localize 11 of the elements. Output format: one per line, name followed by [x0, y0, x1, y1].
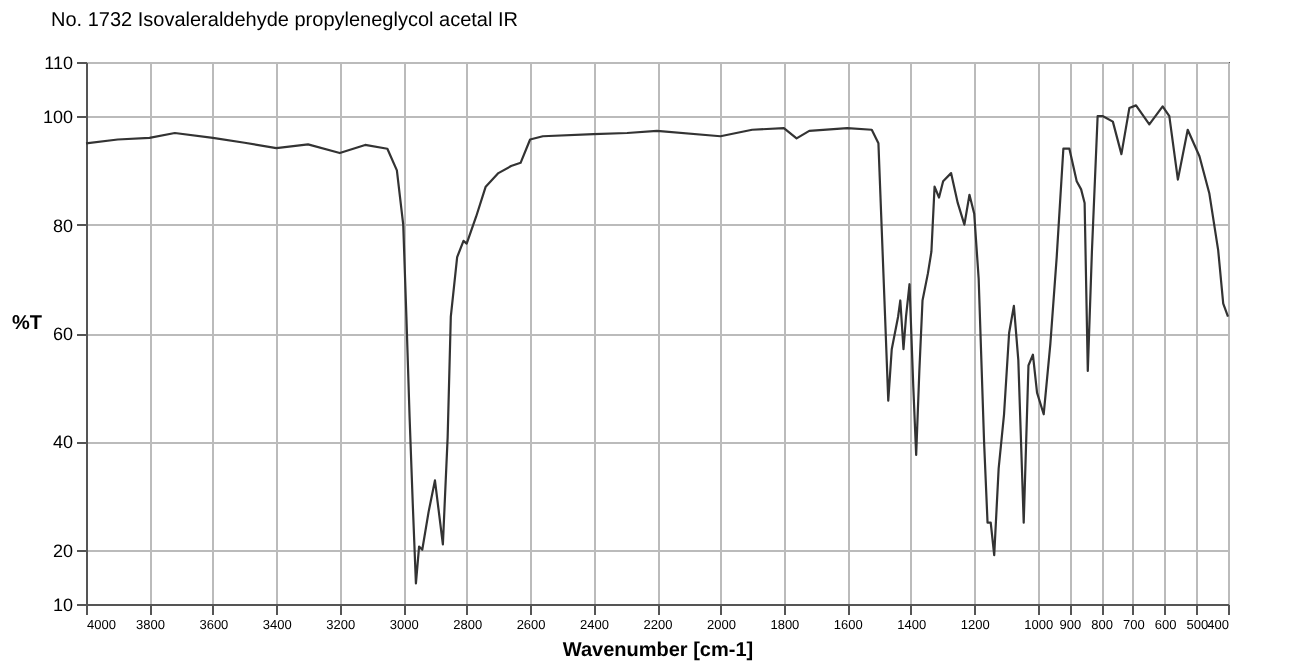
y-tick-label: 80 — [52, 215, 73, 236]
y-axis-title: %T — [12, 313, 42, 335]
y-tick-label: 100 — [42, 107, 73, 128]
y-tick-label: 10 — [52, 595, 73, 615]
chart-title: No. 1732 Isovaleraldehyde propyleneglycol acetal IR — [51, 10, 518, 32]
y-tick-label: 110 — [44, 53, 73, 73]
y-tick-label: 60 — [52, 324, 73, 344]
line-series — [84, 104, 1230, 585]
y-tick-label: 40 — [52, 432, 73, 453]
x-axis-title: Wavenumber [cm-1] — [562, 640, 754, 662]
y-tick-label: 20 — [52, 540, 73, 561]
